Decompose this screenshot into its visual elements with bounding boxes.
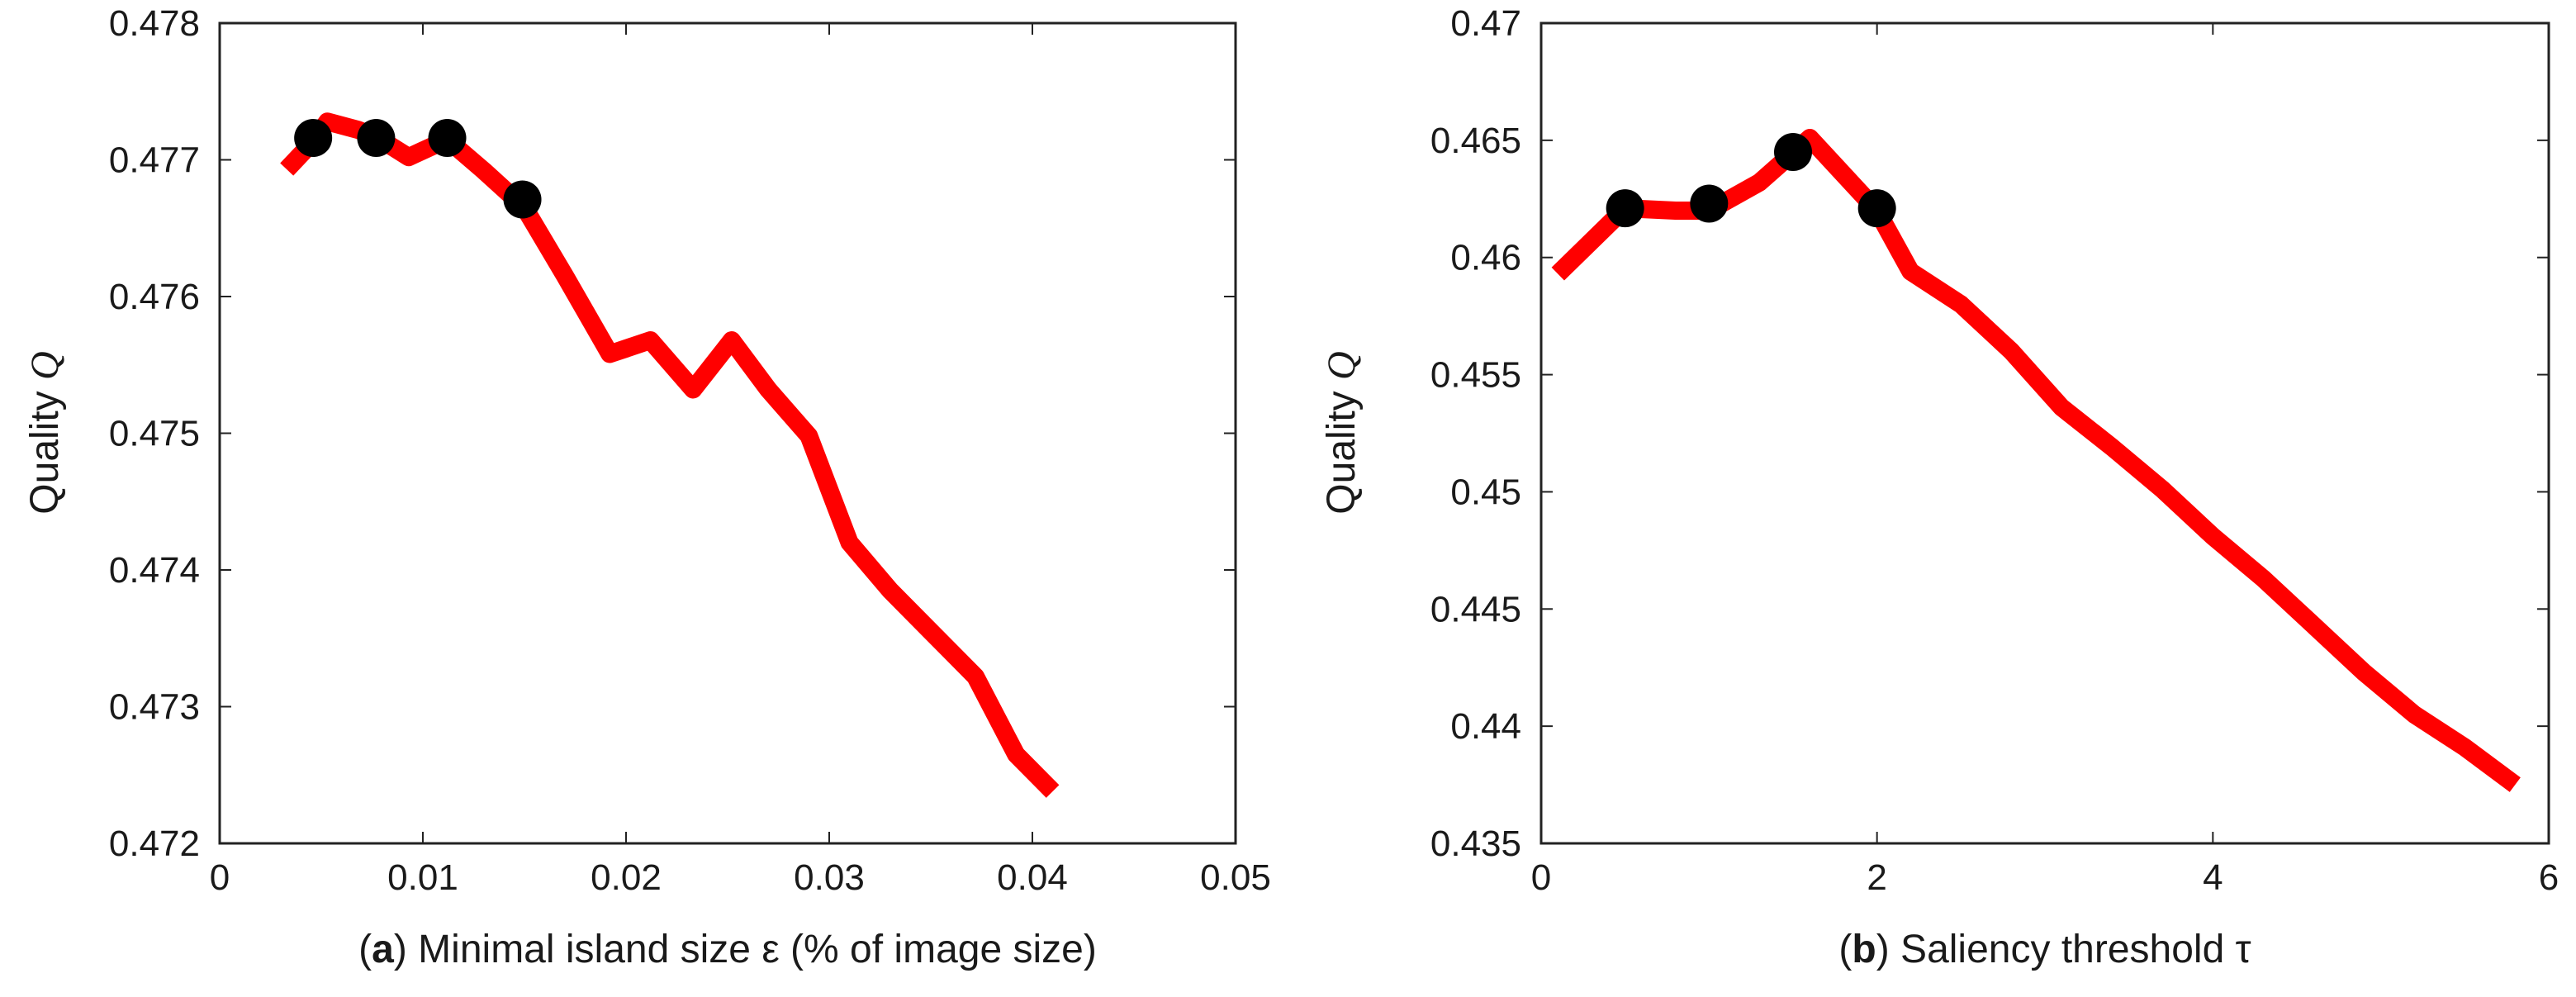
x-tick-label: 0.01: [387, 857, 458, 898]
y-tick-label: 0.445: [1430, 589, 1521, 629]
y-tick-label: 0.47: [1450, 3, 1521, 44]
y-tick-label: 0.44: [1450, 706, 1521, 747]
x-tick-label: 0.03: [794, 857, 865, 898]
y-tick-label: 0.476: [109, 277, 200, 317]
y-tick-label: 0.45: [1450, 472, 1521, 512]
y-tick-label: 0.473: [109, 687, 200, 728]
y-tick-label: 0.477: [109, 140, 200, 181]
data-point-marker: [1774, 133, 1812, 172]
y-tick-label: 0.46: [1450, 238, 1521, 278]
plot-area-frame-b: [1539, 21, 2550, 845]
tick-marks-a: [219, 22, 1236, 844]
data-point-marker: [1690, 184, 1729, 223]
data-point-marker: [1606, 189, 1644, 228]
series-line-a: [280, 112, 1060, 798]
x-tick-labels-a: 0 0.01 0.02 0.03 0.04 0.05: [210, 857, 1271, 898]
x-tick-label: 2: [1867, 857, 1886, 898]
data-point-marker: [428, 119, 467, 158]
y-axis-label-b: Quality Q: [1320, 351, 1364, 514]
x-tick-label: 0.02: [591, 857, 662, 898]
markers-a: [294, 119, 542, 219]
data-point-marker: [503, 180, 542, 219]
x-tick-label: 0.05: [1200, 857, 1271, 898]
x-tick-label: 0.04: [997, 857, 1068, 898]
y-tick-label: 0.474: [109, 550, 200, 591]
x-tick-label: 4: [2203, 857, 2223, 898]
y-tick-label: 0.475: [109, 414, 200, 454]
x-tick-label: 0: [1531, 857, 1551, 898]
x-tick-labels-b: 0 2 4 6: [1531, 857, 2559, 898]
y-tick-label: 0.435: [1430, 824, 1521, 864]
y-tick-label: 0.478: [109, 3, 200, 44]
y-tick-labels-a: 0.472 0.473 0.474 0.475 0.476 0.477 0.478: [109, 3, 200, 864]
data-point-marker: [294, 119, 333, 158]
data-point-marker: [1857, 189, 1896, 228]
data-point-marker: [357, 119, 396, 158]
series-line-quality: [1551, 129, 2521, 792]
chart-panel-a: 0 0.01 0.02 0.03 0.04 0.05 0.4720.4730.4740.4…: [23, 3, 1271, 971]
markers-b: [1606, 133, 1896, 228]
tick-marks-b: [1540, 22, 2550, 844]
x-tick-label: 0: [210, 857, 230, 898]
x-tick-label: 6: [2539, 857, 2559, 898]
series-line-b: [1551, 129, 2521, 792]
x-axis-label-a: (a) Minimal island size ε (% of image si…: [358, 928, 1097, 971]
y-tick-label: 0.455: [1430, 355, 1521, 396]
y-axis-label-a: Quality Q: [23, 351, 67, 514]
y-tick-labels-b: 0.435 0.44 0.445 0.45 0.455 0.46 0.465 0.47: [1430, 3, 1521, 864]
y-tick-label: 0.472: [109, 824, 200, 864]
series-line-quality: [280, 112, 1060, 798]
y-tick-label: 0.465: [1430, 121, 1521, 161]
x-axis-label-b: (b) Saliency threshold τ: [1838, 928, 2251, 971]
